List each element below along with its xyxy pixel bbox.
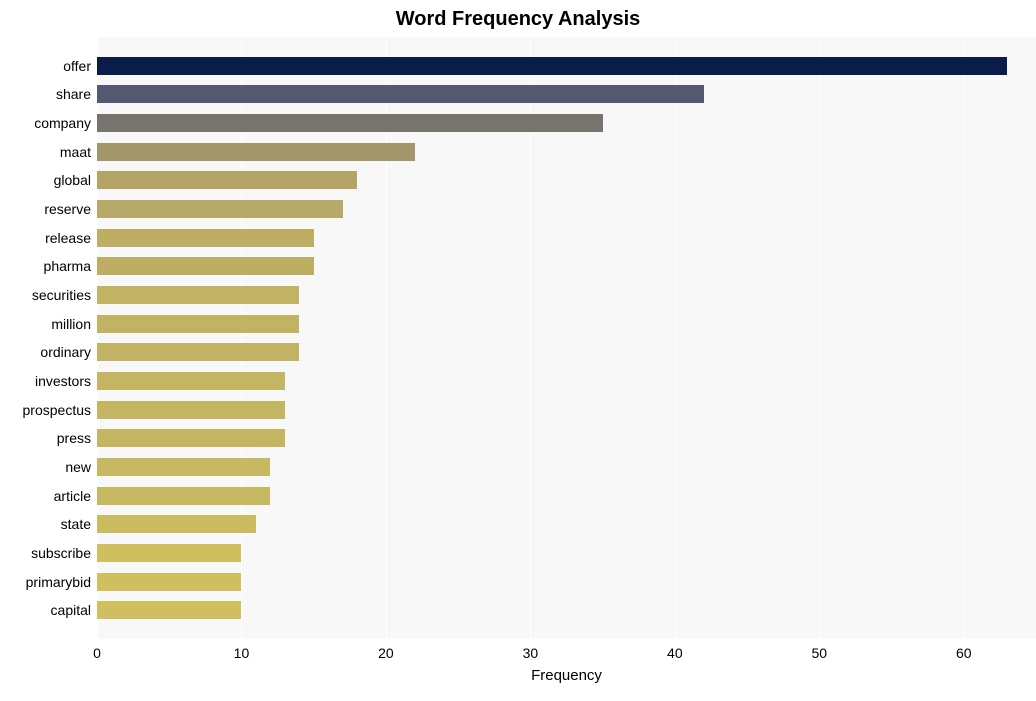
- x-tick-label: 10: [234, 639, 250, 661]
- y-tick-label: million: [51, 316, 97, 332]
- bar: [97, 458, 270, 476]
- y-tick-label: pharma: [44, 258, 97, 274]
- bar: [97, 515, 256, 533]
- x-tick-label: 40: [667, 639, 683, 661]
- y-tick-label: new: [65, 459, 97, 475]
- chart-title: Word Frequency Analysis: [0, 8, 1036, 31]
- y-tick-label: investors: [35, 373, 97, 389]
- y-tick-label: article: [54, 488, 97, 504]
- bar: [97, 171, 357, 189]
- bar: [97, 401, 285, 419]
- y-tick-label: ordinary: [40, 344, 97, 360]
- grid-line: [675, 37, 676, 639]
- grid-line: [819, 37, 820, 639]
- y-tick-label: offer: [63, 58, 97, 74]
- bar: [97, 257, 314, 275]
- y-tick-label: reserve: [44, 201, 97, 217]
- y-tick-label: global: [54, 172, 97, 188]
- y-tick-label: maat: [60, 144, 97, 160]
- bar: [97, 57, 1007, 75]
- x-tick-label: 0: [93, 639, 101, 661]
- bar: [97, 286, 299, 304]
- y-tick-label: state: [61, 516, 97, 532]
- plot-area: 0102030405060offersharecompanymaatglobal…: [97, 37, 1036, 639]
- bar: [97, 573, 241, 591]
- bar: [97, 343, 299, 361]
- bar: [97, 601, 241, 619]
- x-tick-label: 60: [956, 639, 972, 661]
- y-tick-label: company: [34, 115, 97, 131]
- x-axis-title: Frequency: [531, 667, 602, 684]
- bar: [97, 429, 285, 447]
- bar: [97, 315, 299, 333]
- y-tick-label: press: [57, 430, 97, 446]
- x-tick-label: 30: [523, 639, 539, 661]
- bar: [97, 229, 314, 247]
- bar: [97, 200, 343, 218]
- y-tick-label: subscribe: [31, 545, 97, 561]
- grid-line: [964, 37, 965, 639]
- y-tick-label: prospectus: [23, 402, 97, 418]
- chart-container: Word Frequency Analysis 0102030405060off…: [0, 0, 1036, 701]
- bar: [97, 372, 285, 390]
- y-tick-label: share: [56, 86, 97, 102]
- y-tick-label: capital: [51, 602, 97, 618]
- bar: [97, 143, 415, 161]
- bar: [97, 114, 603, 132]
- y-tick-label: primarybid: [26, 574, 97, 590]
- bar: [97, 487, 270, 505]
- y-tick-label: release: [45, 230, 97, 246]
- bar: [97, 85, 704, 103]
- y-tick-label: securities: [32, 287, 97, 303]
- bar: [97, 544, 241, 562]
- x-tick-label: 20: [378, 639, 394, 661]
- x-tick-label: 50: [812, 639, 828, 661]
